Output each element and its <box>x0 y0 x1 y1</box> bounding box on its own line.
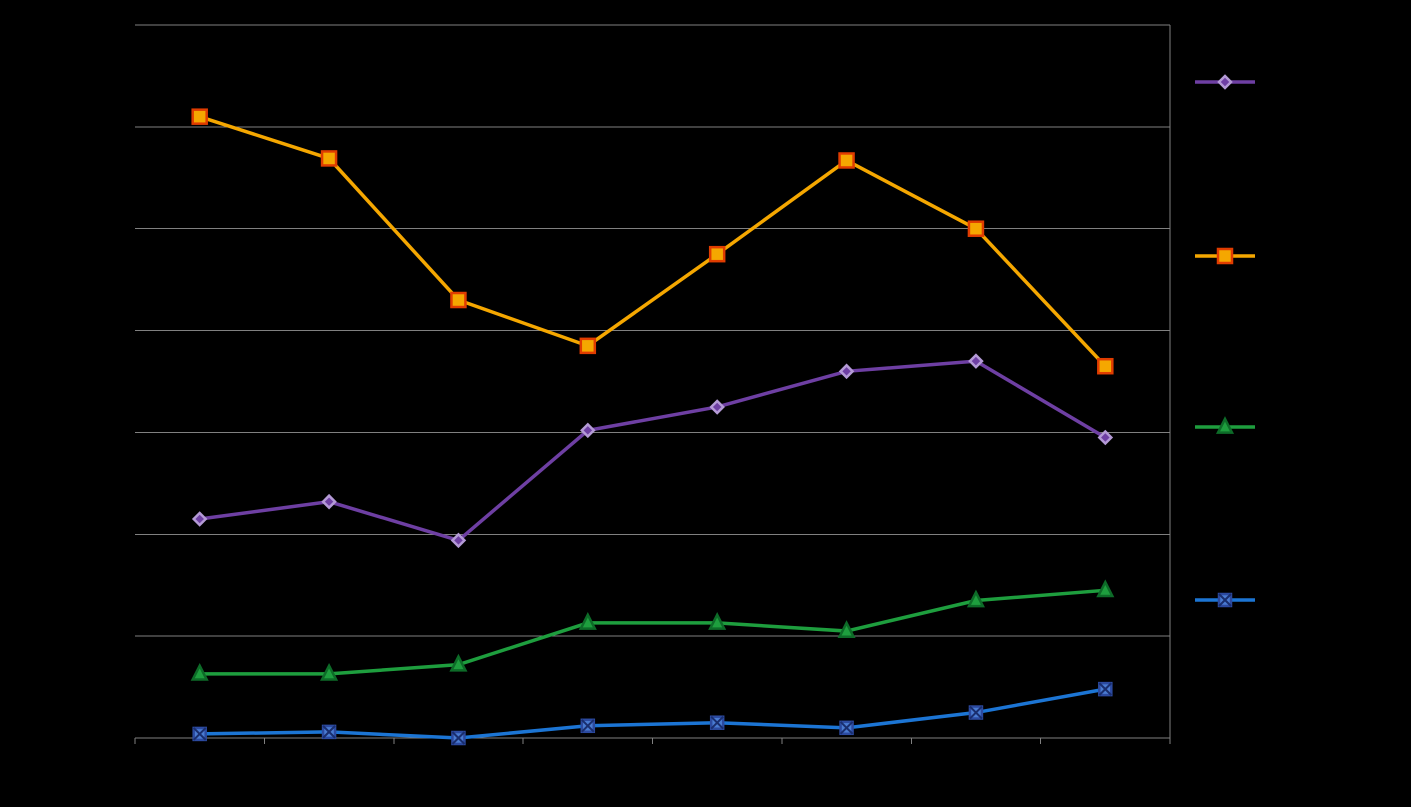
square-marker <box>1098 359 1112 373</box>
square-marker <box>322 151 336 165</box>
line-chart <box>0 0 1411 807</box>
square-marker <box>451 293 465 307</box>
square-marker <box>581 339 595 353</box>
square-marker <box>1218 249 1232 263</box>
square-marker <box>193 110 207 124</box>
square-marker <box>710 247 724 261</box>
square-marker <box>969 222 983 236</box>
square-marker <box>840 153 854 167</box>
